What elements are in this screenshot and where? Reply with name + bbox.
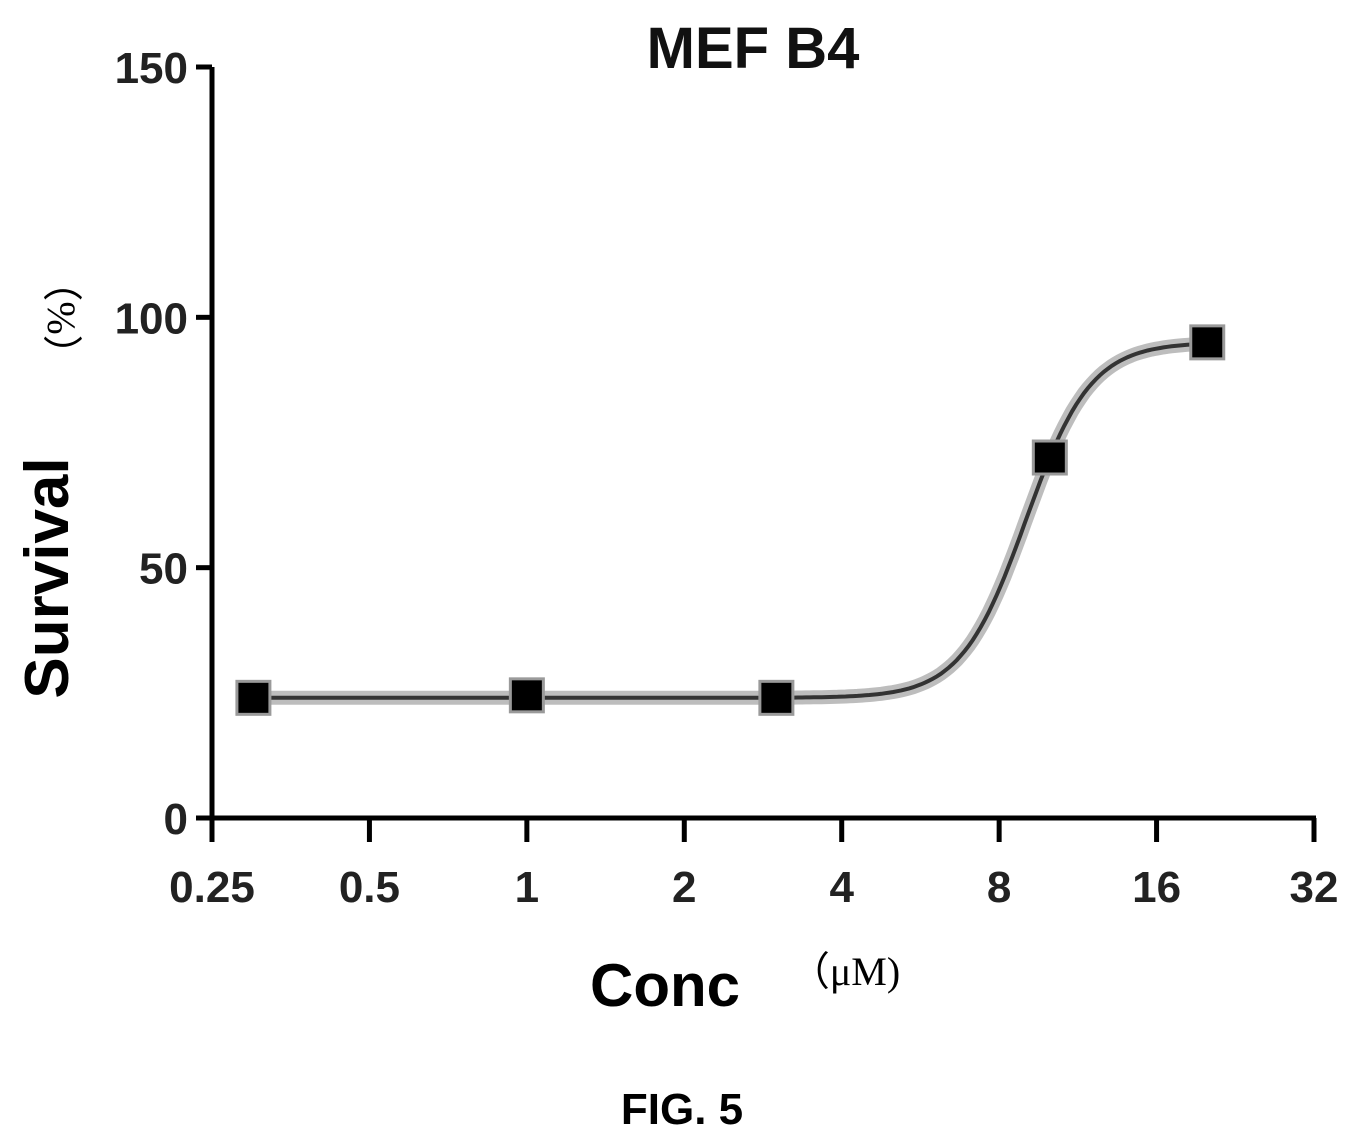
x-tick-label: 2	[672, 863, 696, 912]
data-points	[235, 324, 1226, 716]
data-point	[1192, 327, 1223, 358]
fit-curve	[253, 341, 1208, 700]
x-tick-label: 0.5	[339, 863, 400, 912]
x-axis-unit: （μM)	[790, 949, 900, 994]
data-point	[1034, 442, 1065, 473]
y-axis-label: Survival	[13, 457, 82, 698]
data-point	[511, 680, 542, 711]
x-tick-label: 4	[829, 863, 854, 912]
x-axis-label: Conc	[590, 952, 740, 1019]
y-tick-label: 100	[115, 294, 188, 343]
y-axis-unit: （%）	[39, 261, 84, 374]
y-tick-label: 150	[115, 44, 188, 93]
x-tick-label: 8	[987, 863, 1011, 912]
y-tick-label: 0	[164, 795, 188, 844]
figure-caption: FIG. 5	[621, 1085, 743, 1134]
tick-labels: 0 50 100 150 0.25 0.5 1 2 4 8 16 32	[115, 44, 1339, 912]
data-point	[238, 682, 269, 713]
data-point	[761, 682, 792, 713]
x-tick-label: 32	[1290, 863, 1339, 912]
fit-curve-layer	[246, 336, 1215, 705]
x-tick-label: 0.25	[169, 863, 255, 912]
axes	[196, 64, 1317, 842]
fit-curve-halo	[246, 336, 1215, 705]
y-tick-label: 50	[139, 545, 188, 594]
x-tick-label: 16	[1132, 863, 1181, 912]
x-tick-label: 1	[515, 863, 539, 912]
chart-title: MEF B4	[647, 16, 860, 81]
